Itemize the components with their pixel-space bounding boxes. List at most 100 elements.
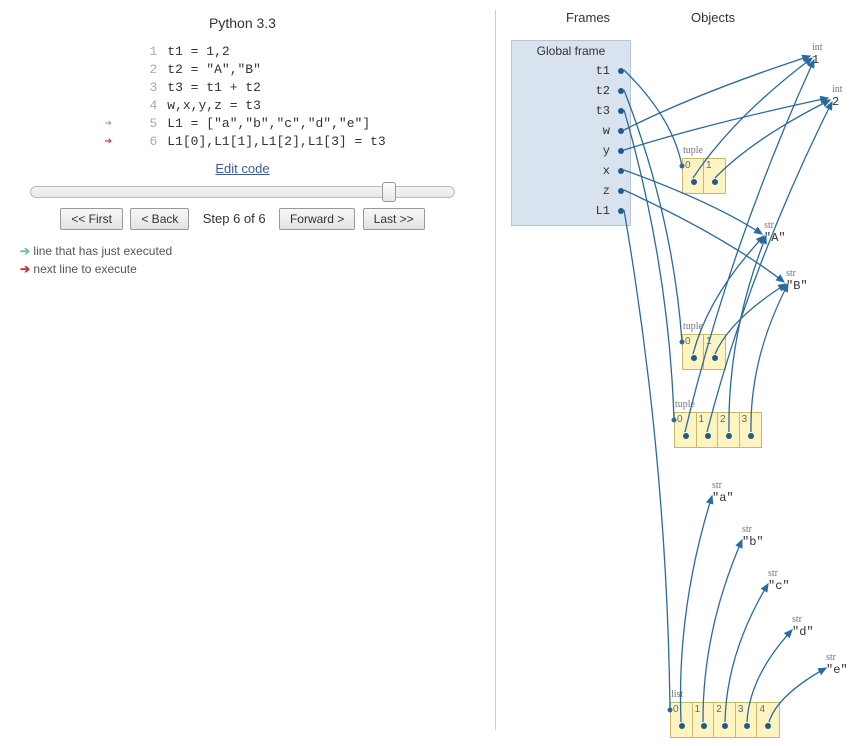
obj-value: "d"	[792, 625, 814, 639]
frame-var: t1	[512, 61, 630, 81]
heap-sequence: tuple01	[682, 158, 726, 194]
viz-pane: Frames Objects Global frame t1t2t3wyxzL1…	[496, 0, 854, 746]
frame-var: y	[512, 141, 630, 161]
pointer-dot-icon	[618, 108, 624, 114]
line-number: 6	[117, 133, 157, 151]
code-line: 3t3 = t1 + t2	[99, 79, 385, 97]
pointer-dot-icon	[705, 433, 711, 439]
heap-object: str"d"	[792, 614, 814, 639]
heap-object: str"A"	[764, 220, 786, 245]
pointer-dot-icon	[618, 168, 624, 174]
obj-value: 1	[812, 53, 823, 67]
obj-value: "b"	[742, 535, 764, 549]
legend-executed: ➔ line that has just executed	[20, 242, 475, 260]
heap-object: str"e"	[826, 652, 848, 677]
back-button[interactable]: < Back	[130, 208, 189, 230]
next-arrow-icon: ➔	[99, 133, 117, 151]
obj-value: "A"	[764, 231, 786, 245]
pointer-dot-icon	[691, 355, 697, 361]
arrow-red-icon: ➔	[20, 262, 30, 276]
obj-value: "e"	[826, 663, 848, 677]
heap-cell: 0	[671, 703, 693, 737]
var-name: w	[603, 124, 610, 138]
heap-cell: 0	[675, 413, 697, 447]
obj-value: 2	[832, 95, 843, 109]
frame-var: w	[512, 121, 630, 141]
pointer-dot-icon	[679, 723, 685, 729]
last-button[interactable]: Last >>	[363, 208, 425, 230]
language-title: Python 3.3	[10, 15, 475, 31]
frame-var: z	[512, 181, 630, 201]
obj-type: str	[826, 652, 848, 663]
obj-type: tuple	[683, 321, 703, 332]
var-name: t2	[596, 84, 610, 98]
pointer-dot-icon	[748, 433, 754, 439]
pointer-dot-icon	[618, 188, 624, 194]
step-controls: << First < Back Step 6 of 6 Forward > La…	[10, 208, 475, 230]
heap-cell: 0	[683, 335, 704, 369]
legend-red-text: next line to execute	[33, 262, 136, 276]
heap-cell: 2	[714, 703, 736, 737]
obj-value: "c"	[768, 579, 790, 593]
heap-cell: 4	[757, 703, 779, 737]
pointer-dot-icon	[618, 128, 624, 134]
step-label: Step 6 of 6	[203, 211, 266, 226]
code-listing: 1t1 = 1,2 2t2 = "A","B" 3t3 = t1 + t2 4w…	[99, 43, 385, 151]
app-root: Python 3.3 1t1 = 1,2 2t2 = "A","B" 3t3 =…	[0, 0, 854, 746]
pointer-dot-icon	[726, 433, 732, 439]
pointer-dot-icon	[765, 723, 771, 729]
heap-object: str"B"	[786, 268, 808, 293]
var-name: L1	[596, 204, 610, 218]
pointer-dot-icon	[712, 179, 718, 185]
code-text: t1 = 1,2	[167, 44, 229, 59]
obj-type: int	[812, 42, 823, 53]
heap-sequence: tuple01	[682, 334, 726, 370]
heap-cell: 1	[693, 703, 715, 737]
heap-cell: 2	[718, 413, 740, 447]
objects-header: Objects	[691, 10, 735, 25]
pointer-dot-icon	[683, 433, 689, 439]
obj-type: str	[768, 568, 790, 579]
legend-green-text: line that has just executed	[33, 244, 172, 258]
obj-type: str	[764, 220, 786, 231]
obj-value: "a"	[712, 491, 734, 505]
arrow-green-icon: ➔	[20, 244, 30, 258]
legend: ➔ line that has just executed ➔ next lin…	[20, 242, 475, 278]
heap-object: int1	[812, 42, 823, 67]
slider-thumb[interactable]	[382, 182, 396, 202]
var-name: t1	[596, 64, 610, 78]
line-number: 3	[117, 79, 157, 97]
forward-button[interactable]: Forward >	[279, 208, 355, 230]
pointer-dot-icon	[618, 68, 624, 74]
heap-object: int2	[832, 84, 843, 109]
obj-type: str	[786, 268, 808, 279]
pointer-dot-icon	[618, 208, 624, 214]
frame-title: Global frame	[512, 41, 630, 61]
heap-sequence: list01234	[670, 702, 780, 738]
legend-next: ➔ next line to execute	[20, 260, 475, 278]
obj-type: tuple	[675, 399, 695, 410]
var-name: x	[603, 164, 610, 178]
step-slider[interactable]	[30, 186, 455, 198]
code-line: ➔6 L1[0],L1[1],L1[2],L1[3] = t3	[99, 133, 385, 151]
code-line: 4w,x,y,z = t3	[99, 97, 385, 115]
code-text: L1 = ["a","b","c","d","e"]	[167, 116, 370, 131]
first-button[interactable]: << First	[60, 208, 123, 230]
heap-cell: 3	[736, 703, 758, 737]
edit-code-link[interactable]: Edit code	[215, 161, 269, 176]
heap-object: str"c"	[768, 568, 790, 593]
step-slider-wrap	[30, 186, 455, 198]
obj-type: str	[742, 524, 764, 535]
var-name: y	[603, 144, 610, 158]
pointer-dot-icon	[744, 723, 750, 729]
pointer-dot-icon	[722, 723, 728, 729]
pointer-dot-icon	[712, 355, 718, 361]
line-number: 1	[117, 43, 157, 61]
heap-sequence: tuple0123	[674, 412, 762, 448]
pointer-dot-icon	[691, 179, 697, 185]
obj-type: list	[671, 689, 683, 700]
frame-var: t3	[512, 101, 630, 121]
frame-var: x	[512, 161, 630, 181]
code-text: L1[0],L1[1],L1[2],L1[3] = t3	[167, 134, 385, 149]
pointer-dot-icon	[618, 88, 624, 94]
